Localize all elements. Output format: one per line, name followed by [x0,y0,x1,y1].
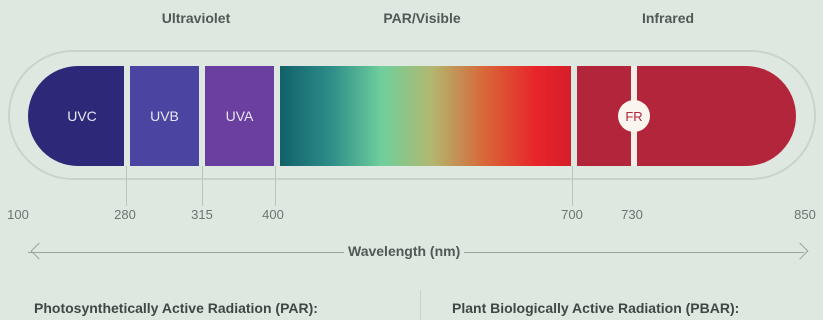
band-infrared [577,66,796,166]
band-gap [124,66,130,166]
region-label-ultraviolet: Ultraviolet [161,10,231,26]
band-uvc: UVC [28,66,126,166]
par-heading: Photosynthetically Active Radiation (PAR… [34,300,318,316]
band-uvb-label: UVB [150,108,179,124]
tick-label-315: 315 [191,207,213,222]
band-uva-label: UVA [225,108,254,124]
tick-label-730: 730 [621,207,643,222]
tick-700 [572,166,573,206]
tick-400 [275,166,276,206]
tick-label-700: 700 [561,207,583,222]
axis-title: Wavelength (nm) [344,243,465,259]
band-uva: UVA [205,66,274,166]
pbar-heading: Plant Biologically Active Radiation (PBA… [452,300,740,316]
band-uvc-label: UVC [67,108,97,124]
tick-label-850: 850 [794,207,816,222]
band-fr-label: FR [625,108,643,124]
tick-label-400: 400 [262,207,284,222]
region-label-infrared: Infrared [641,10,695,26]
tick-label-100: 100 [7,207,29,222]
band-gap [274,66,280,166]
arrow-right-icon [791,242,809,260]
spectrum-bar: UVC UVB UVA FR [28,66,796,166]
band-visible [280,66,571,166]
far-red-marker: FR [618,100,650,132]
footer-divider [420,290,421,320]
band-gap [571,66,577,166]
band-gap [199,66,205,166]
arrow-left-icon [30,242,48,260]
spectrum-outline [8,50,816,180]
tick-280 [126,166,127,206]
region-label-visible: PAR/Visible [383,10,461,26]
tick-label-280: 280 [114,207,136,222]
band-uvb: UVB [130,66,199,166]
tick-315 [202,166,203,206]
